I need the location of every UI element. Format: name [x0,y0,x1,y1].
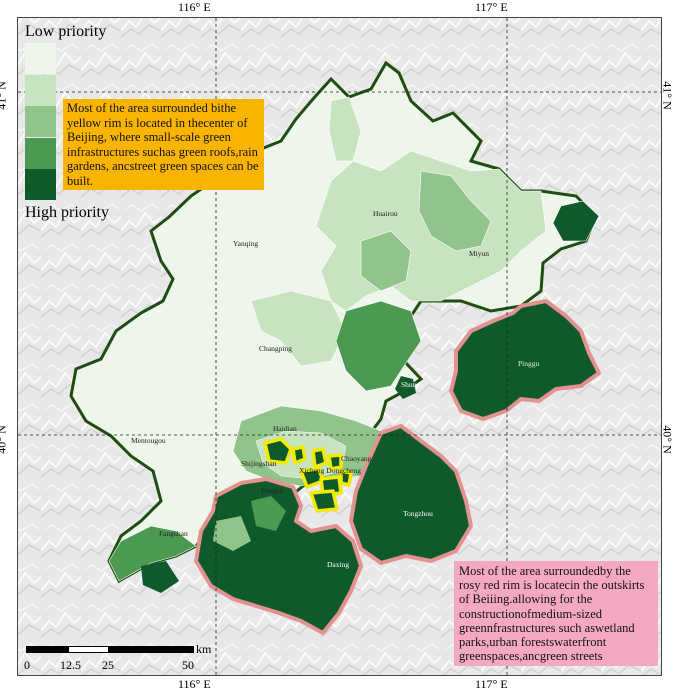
district-shunyi-core [395,376,416,399]
scale-label-12-5: 12.5 [60,658,81,672]
label-changping: Changping [259,344,292,353]
label-daxing: Daxing [327,560,349,569]
scale-label-50: 50 [182,658,194,672]
label-fangshan: Fangshan [159,529,188,538]
scale-unit: km [196,642,212,656]
central-yellow-zones [263,437,353,513]
label-miyun: Miyun [469,249,489,258]
district-huairou-south [360,230,412,292]
lat-label-40-left: 40° N [0,425,9,454]
label-shunyi: Shunyi [401,380,422,389]
legend-color-ramp [25,43,56,201]
label-mentougou: Mentougou [131,436,166,445]
lon-label-116-top: 116° E [178,0,211,14]
scale-bar: km 0 12.5 25 50 [24,642,226,675]
legend-class-5 [25,169,56,200]
map-canvas: Huairou Yanqing Miyun Changping Pinggu S… [18,18,661,675]
label-fengtai: Fengtai [261,486,284,495]
scale-segment-2 [68,646,110,653]
legend-class-3 [25,106,56,137]
scale-segment-1 [26,646,70,653]
label-yanqing: Yanqing [233,239,258,248]
lat-label-41-left: 41° N [0,81,9,110]
scale-segment-3 [108,646,194,653]
label-pinggu: Pinggu [518,359,540,368]
lon-label-116-bottom: 116° E [178,677,211,691]
label-huairou: Huairou [373,209,398,218]
lon-label-117-bottom: 117° E [475,677,508,691]
legend-class-4 [25,137,56,169]
label-chaoyang: Chaoyang [341,454,372,463]
label-haidian: Haidian [273,424,297,433]
lon-label-117-top: 117° E [475,0,508,14]
scale-label-25: 25 [102,658,114,672]
district-fangshan-medium [108,525,197,582]
pinggu-zone [449,299,601,421]
legend-low-label: Low priority [25,23,107,40]
daxing-inner-light [251,496,286,531]
label-tongzhou: Tongzhou [403,509,433,518]
district-fangshan-dark [141,561,179,593]
district-north-strip [328,96,362,162]
district-shunyi [335,300,422,392]
note-pink-rim: Most of the area surroundedby the rosy r… [454,561,658,667]
map-frame: Huairou Yanqing Miyun Changping Pinggu S… [17,17,662,676]
label-xicheng-dongcheng: Xicheng Dongcheng [299,466,361,475]
legend: Low priority High priority [25,23,261,222]
fengtai-light [213,516,251,551]
legend-class-2 [25,74,56,106]
label-shijingshan: Shijingshan [241,459,277,468]
tongzhou-zone [349,424,473,565]
district-northeast-tip [552,200,600,242]
scale-label-0: 0 [24,658,30,672]
district-miyun-medium [418,170,492,252]
district-changping-east [250,290,347,367]
legend-high-label: High priority [25,204,109,221]
legend-class-1 [25,43,56,74]
note-yellow-rim: Most of the area surrounded bithe yellow… [63,99,264,190]
